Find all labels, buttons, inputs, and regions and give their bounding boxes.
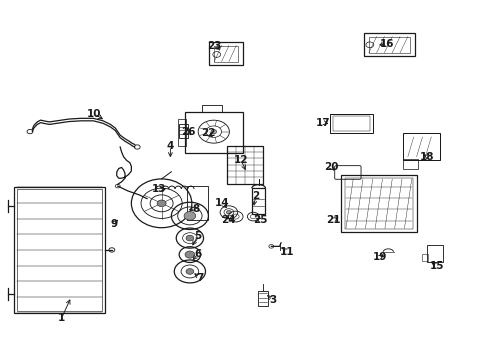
Text: 25: 25 [252,215,267,225]
Text: 21: 21 [325,215,340,225]
Text: 10: 10 [87,109,102,119]
Bar [184,112,242,153]
Bar [422,253,427,261]
Bar [340,175,416,232]
Text: 3: 3 [268,295,276,305]
Bar [177,119,186,146]
Text: 5: 5 [194,231,202,240]
Bar [363,33,414,56]
Circle shape [184,251,194,258]
Circle shape [226,211,231,214]
Bar [214,45,237,62]
Circle shape [185,235,193,241]
Bar [14,187,104,313]
Bar [329,114,372,134]
Text: 26: 26 [181,127,195,136]
Circle shape [185,269,193,274]
Circle shape [183,212,195,220]
Text: 4: 4 [166,141,174,151]
Text: 16: 16 [379,39,393,49]
Bar [258,291,267,306]
Bar [402,134,439,160]
Text: 17: 17 [316,118,330,128]
Text: 20: 20 [324,162,338,172]
Bar [187,186,208,220]
Text: 13: 13 [152,184,166,194]
Bar [178,124,188,138]
Bar [332,116,369,131]
Text: 12: 12 [233,155,248,165]
Text: 9: 9 [110,219,117,229]
Bar [17,189,102,311]
Text: 19: 19 [372,252,386,262]
Text: 23: 23 [206,41,221,50]
Text: 2: 2 [252,191,259,201]
Text: 15: 15 [429,261,444,271]
Text: 18: 18 [419,152,434,162]
Bar [209,42,242,65]
Circle shape [157,200,166,207]
Bar [427,245,442,262]
Text: 14: 14 [215,198,229,208]
Bar [202,105,222,112]
Bar [251,188,265,214]
Bar [227,146,262,184]
Bar [402,159,417,169]
Text: 24: 24 [221,215,236,225]
Text: 8: 8 [192,204,199,214]
Text: 1: 1 [58,313,65,323]
Bar [344,178,412,229]
Text: 7: 7 [196,273,203,283]
Bar [368,37,409,53]
Text: 6: 6 [194,248,202,258]
Text: 22: 22 [200,129,215,138]
Text: 11: 11 [280,247,294,257]
Circle shape [210,130,216,134]
